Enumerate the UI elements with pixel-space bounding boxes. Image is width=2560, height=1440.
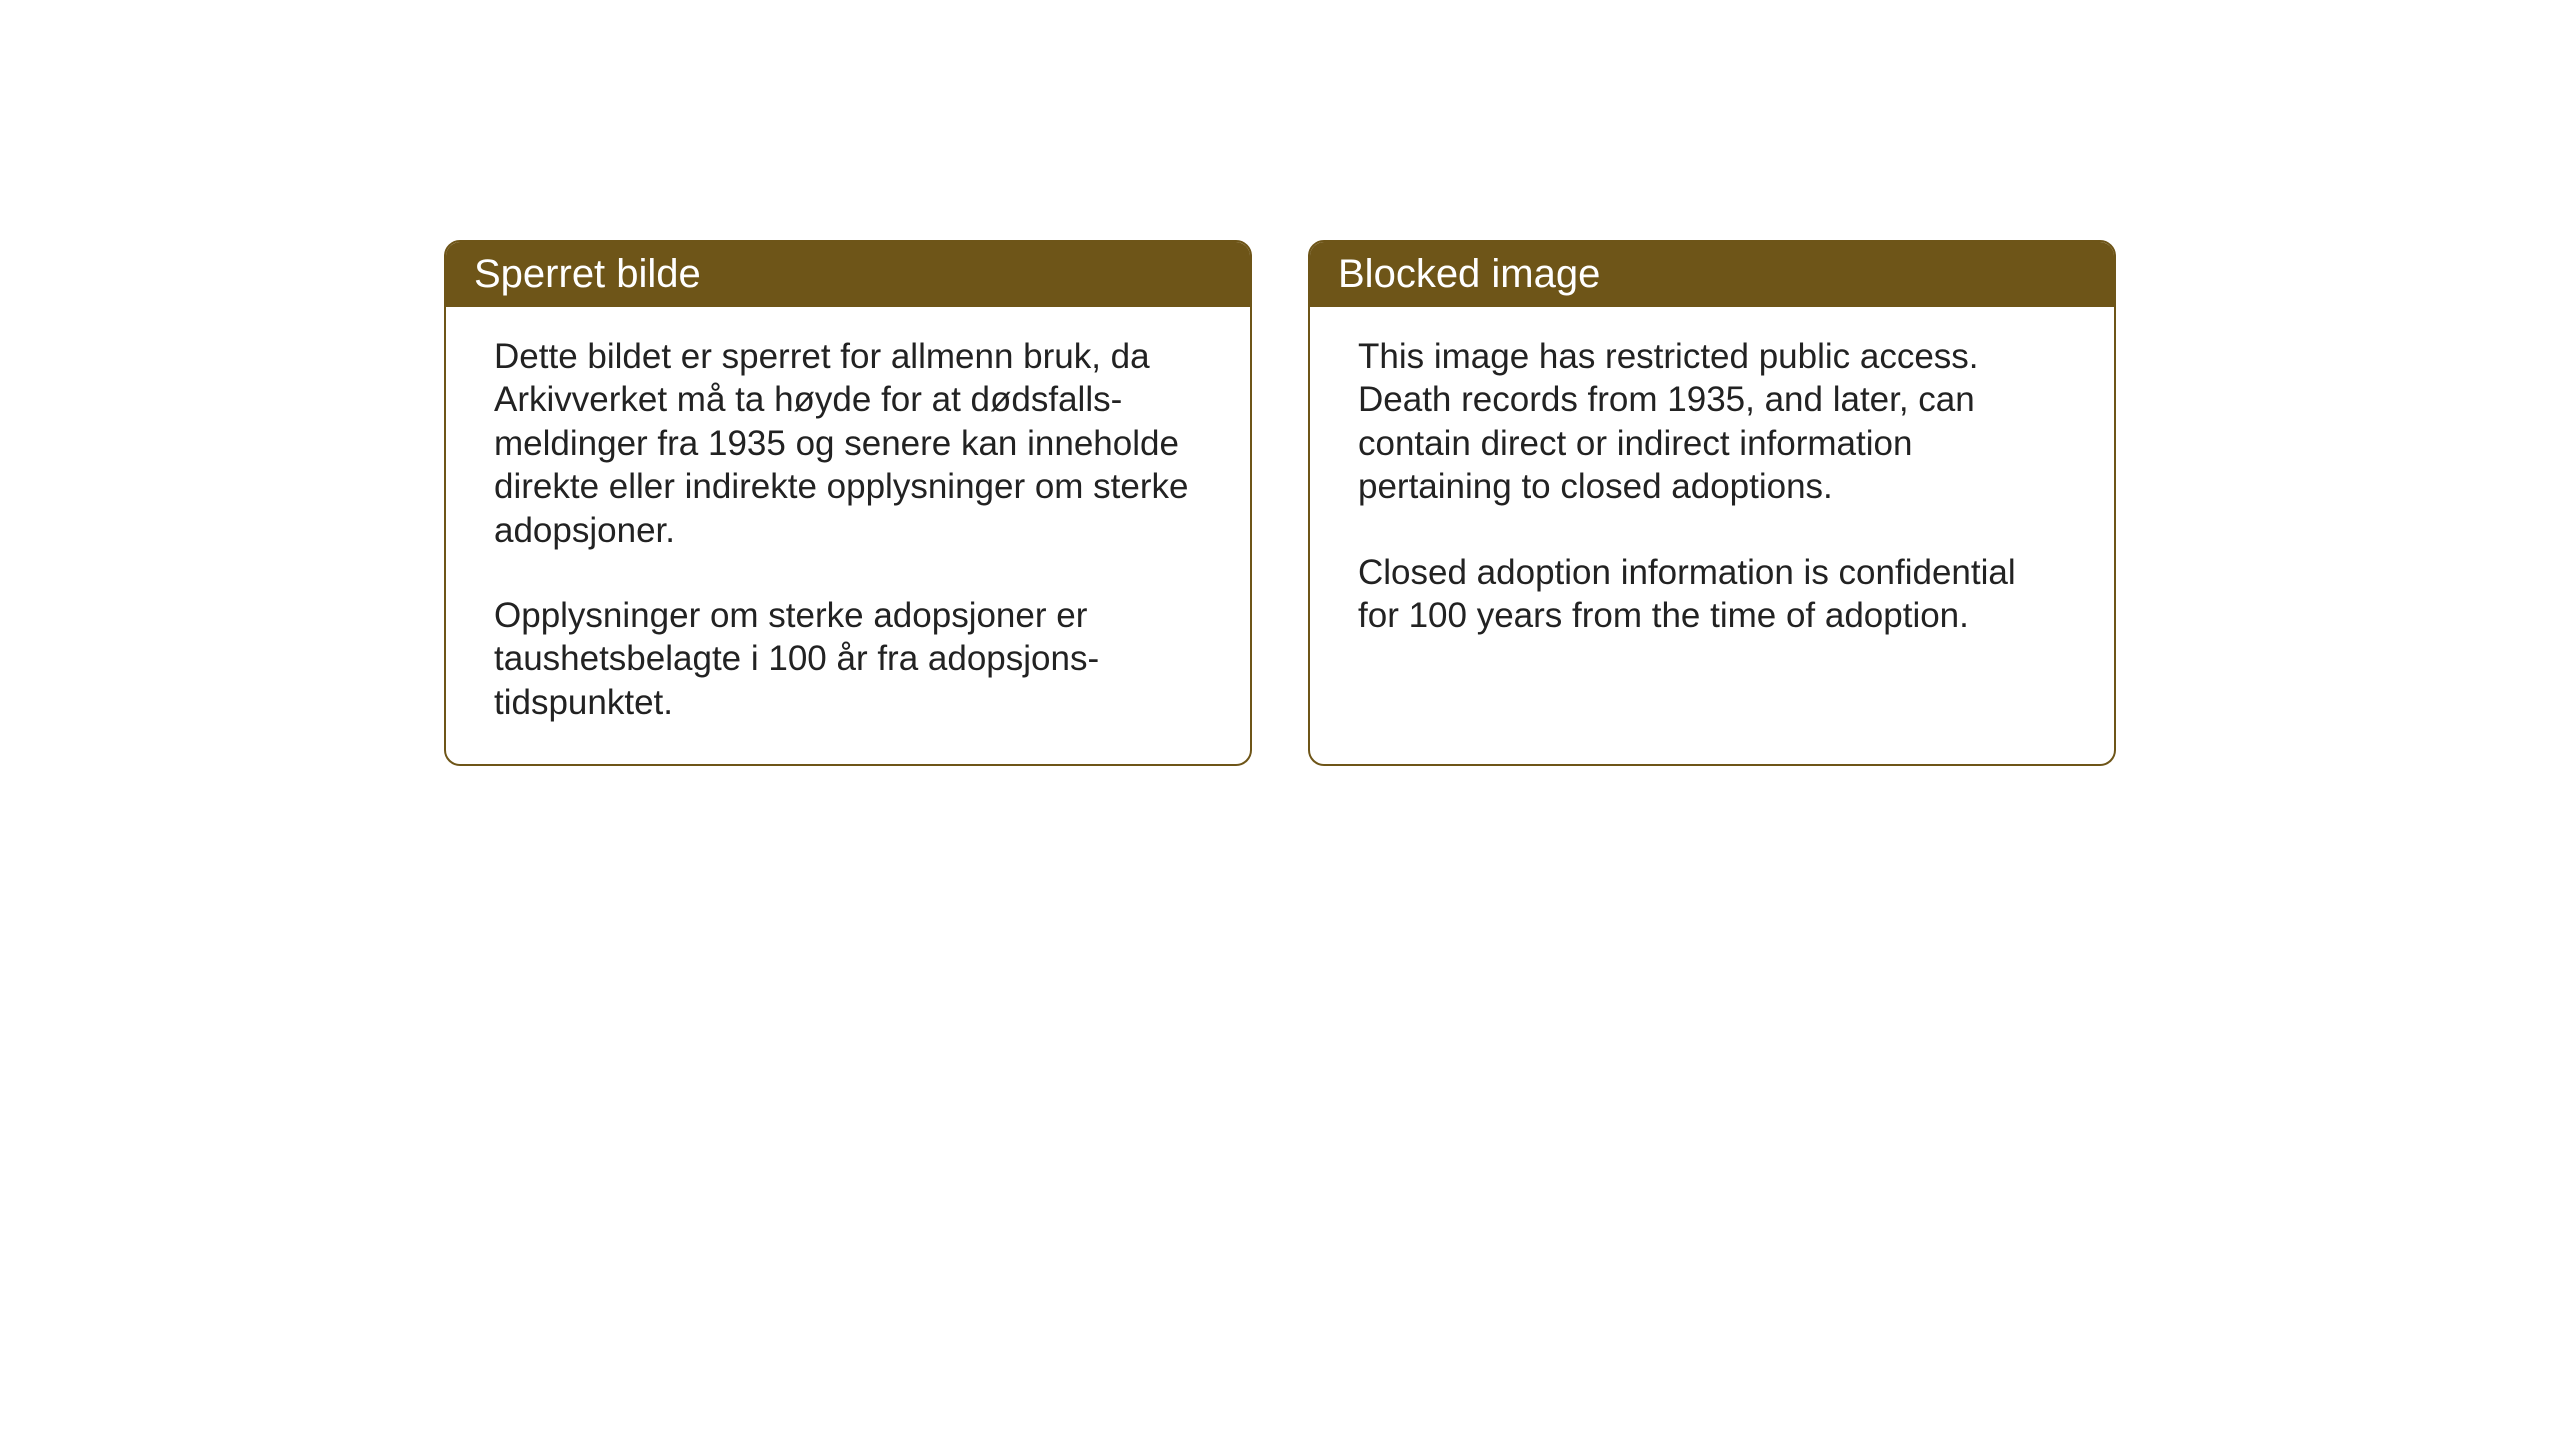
english-card-title: Blocked image bbox=[1310, 242, 2114, 307]
notice-container: Sperret bilde Dette bildet er sperret fo… bbox=[444, 240, 2116, 766]
norwegian-notice-card: Sperret bilde Dette bildet er sperret fo… bbox=[444, 240, 1252, 766]
english-card-body: This image has restricted public access.… bbox=[1310, 307, 2114, 751]
norwegian-card-title: Sperret bilde bbox=[446, 242, 1250, 307]
english-paragraph-2: Closed adoption information is confident… bbox=[1358, 551, 2066, 638]
english-notice-card: Blocked image This image has restricted … bbox=[1308, 240, 2116, 766]
norwegian-card-body: Dette bildet er sperret for allmenn bruk… bbox=[446, 307, 1250, 764]
english-paragraph-1: This image has restricted public access.… bbox=[1358, 335, 2066, 509]
norwegian-paragraph-1: Dette bildet er sperret for allmenn bruk… bbox=[494, 335, 1202, 552]
norwegian-paragraph-2: Opplysninger om sterke adopsjoner er tau… bbox=[494, 594, 1202, 724]
